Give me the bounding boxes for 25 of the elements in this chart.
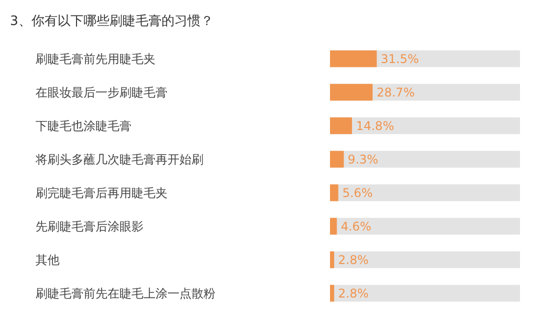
y-tick-label: 刷完睫毛膏后再用睫毛夹 [36, 186, 168, 200]
data-label: 2.8% [338, 252, 369, 267]
bar [330, 284, 334, 302]
text: 3、你有以下哪些刷睫毛膏的习惯？ [10, 14, 214, 29]
y-tick-label: 先刷睫毛膏后涂眼影 [36, 219, 144, 234]
y-tick-label: 将刷头多蘸几次睫毛膏再开始刷 [34, 152, 204, 166]
y-tick-label: 其他 [36, 252, 60, 267]
y-tick-label: 在眼妆最后一步刷睫毛膏 [36, 85, 168, 100]
bar [330, 184, 338, 202]
bar [330, 218, 337, 235]
y-tick-label: 刷睫毛膏前先用睫毛夹 [36, 52, 156, 66]
bar [330, 117, 352, 134]
data-label: 14.8% [356, 118, 394, 133]
y-tick-label: 刷睫毛膏前先在睫毛上涂一点散粉 [36, 286, 216, 300]
data-label: 5.6% [342, 186, 373, 200]
bar [330, 150, 344, 168]
data-label: 2.8% [338, 286, 369, 300]
bar [330, 50, 377, 68]
data-label: 31.5% [380, 52, 419, 66]
data-label: 28.7% [376, 85, 415, 100]
data-label: 9.3% [348, 152, 378, 166]
bar [330, 251, 334, 268]
bar [330, 84, 373, 101]
y-tick-label: 下睫毛也涂睫毛膏 [36, 118, 132, 133]
data-label: 4.6% [340, 219, 372, 234]
